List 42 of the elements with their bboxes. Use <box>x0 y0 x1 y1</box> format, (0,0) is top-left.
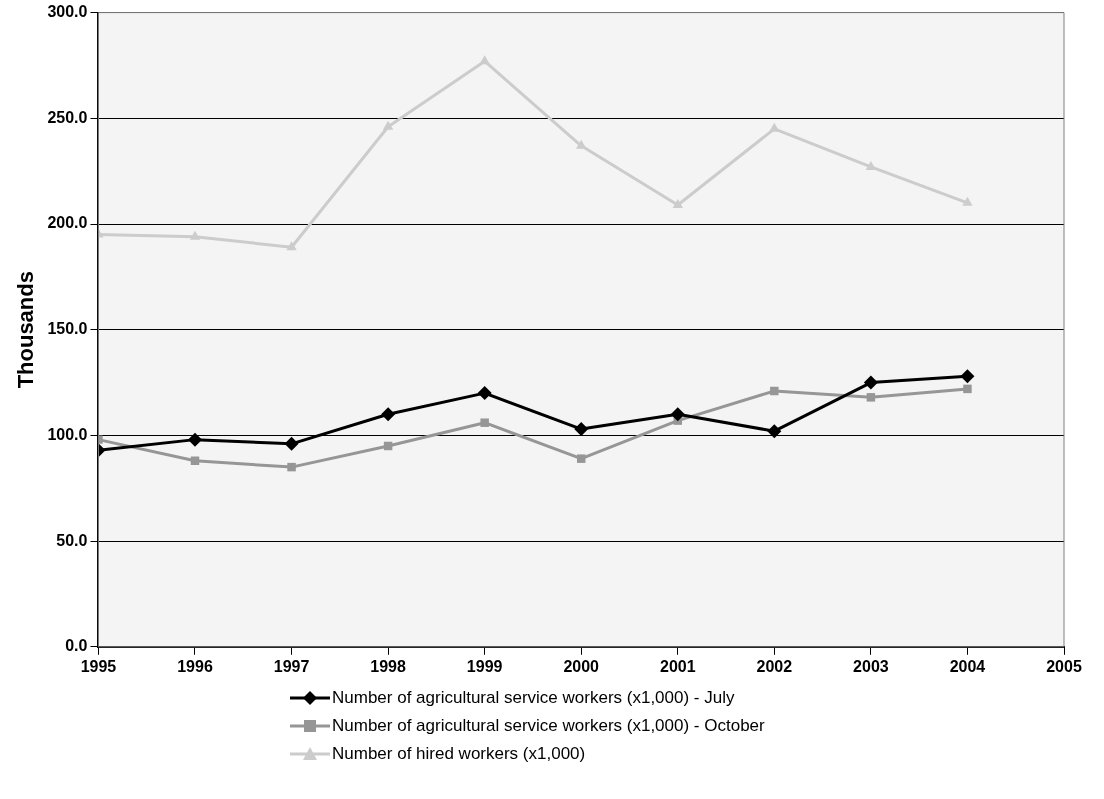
point <box>574 422 589 437</box>
y-tick-label: 100.0 <box>47 425 88 443</box>
x-tick-label: 1999 <box>466 657 503 675</box>
point <box>866 393 876 402</box>
point <box>188 432 202 447</box>
y-axis-title: Thousands <box>13 271 39 389</box>
legend-label: Number of agricultural service workers (x1,000) - July <box>332 688 735 708</box>
y-tick-label: 200.0 <box>47 214 88 232</box>
point <box>672 198 683 208</box>
y-tick-label: 300.0 <box>47 3 88 21</box>
point <box>382 120 394 130</box>
point <box>670 407 685 422</box>
point <box>286 241 297 251</box>
y-tick-label: 50.0 <box>56 531 88 549</box>
point <box>962 196 973 206</box>
point <box>287 462 296 472</box>
legend-label: Number of hired workers (x1,000) <box>332 744 586 764</box>
point <box>576 454 586 463</box>
point <box>863 375 878 390</box>
x-tick-label: 2003 <box>853 657 889 675</box>
legend-label: Number of agricultural service workers (x1,000) - October <box>332 716 765 736</box>
point <box>477 386 492 401</box>
x-tick-label: 1996 <box>177 657 213 675</box>
x-tick-label: 1995 <box>80 657 117 675</box>
point <box>960 369 975 384</box>
point <box>963 384 972 394</box>
y-tick-label: 250.0 <box>47 108 88 126</box>
point <box>767 424 782 439</box>
x-tick-label: 2004 <box>949 657 986 675</box>
y-tick-label: 0.0 <box>65 637 88 655</box>
x-tick-label: 2000 <box>563 657 600 675</box>
x-tick-label: 2005 <box>1046 657 1082 675</box>
point <box>284 436 299 451</box>
x-tick-label: 2002 <box>756 657 793 675</box>
x-tick-label: 1997 <box>273 657 310 675</box>
y-tick-label: 150.0 <box>47 320 88 338</box>
point <box>770 386 779 396</box>
point <box>480 418 489 427</box>
x-tick-label: 1998 <box>370 657 407 675</box>
point <box>189 230 201 240</box>
point <box>381 407 396 422</box>
x-tick-label: 2001 <box>659 657 696 675</box>
